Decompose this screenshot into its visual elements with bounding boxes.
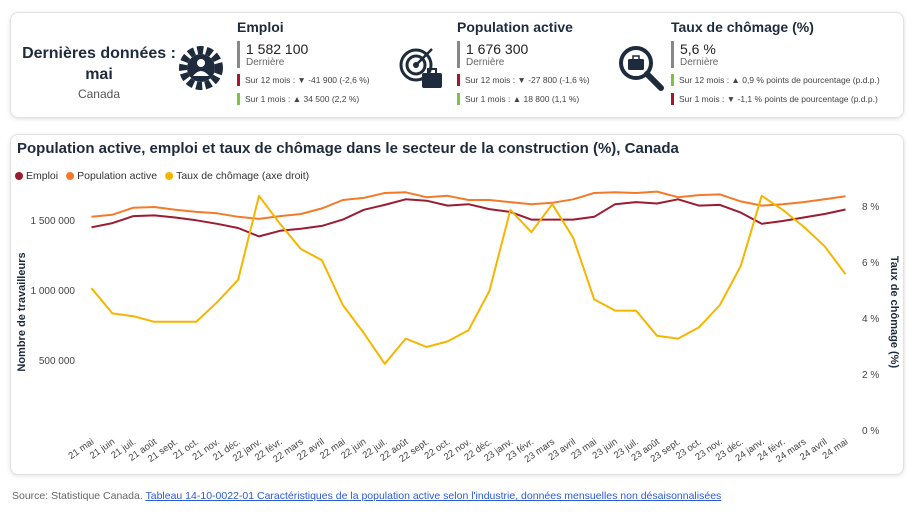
footer: Source: Statistique Canada. Tableau 14-1… [12,490,721,502]
summary-card: Dernières données : mai Canada Emploi 1 5… [10,12,904,118]
kpi-value: 1 582 100 [246,41,309,57]
y2-axis-title: Taux de chômage (%) [888,256,900,369]
kpi: Population active 1 676 300 Dernière Sur 12… [457,19,590,112]
kpi-value-block: 5,6 % Dernière [671,41,880,68]
kpi-note: Dernière [246,57,285,68]
series-line [90,194,847,365]
chart-card: Population active, emploi et taux de chô… [10,134,904,475]
y2-tick-label: 0 % [862,426,879,437]
kpi: Taux de chômage (%) 5,6 % Dernière Sur 12 m… [671,19,880,112]
series-line [91,198,846,238]
y2-tick-label: 2 % [862,370,879,381]
y2-tick-label: 4 % [862,314,879,325]
kpi-change: Sur 1 mois : ▲ 18 800 (1,1 %) [457,93,590,105]
kpi-change: Sur 1 mois : ▲ 34 500 (2,2 %) [237,93,370,105]
chart-title: Population active, emploi et taux de chô… [17,140,679,157]
kpi: Emploi 1 582 100 Dernière Sur 12 mois : ▼ -… [237,19,370,112]
summary-head: Dernières données : mai Canada [19,43,179,101]
legend-label: Population active [77,170,157,182]
region: Canada [77,87,121,101]
kpi-value: 5,6 % [680,41,716,57]
unemployment-icon [619,46,664,91]
employment-icon [179,46,223,90]
kpi-value: 1 676 300 [466,41,529,57]
series-line [91,190,846,220]
legend-marker [66,172,75,180]
headline: Dernières données : [22,45,176,62]
y-axis-title: Nombre de travailleurs [16,252,28,371]
y-tick-label: 500 000 [39,356,76,367]
kpi-value-block: 1 582 100 Dernière [237,41,370,68]
chart: Population active, emploi et taux de chô… [15,140,900,465]
legend-label: Emploi [26,170,58,182]
kpi-change: Sur 12 mois : ▼ -27 800 (-1,6 %) [457,74,590,86]
kpi-change: Sur 12 mois : ▲ 0,9 % points de pourcent… [671,74,880,86]
kpi-value-block: 1 676 300 Dernière [457,41,590,68]
kpi-change: Sur 1 mois : ▼ -1,1 % points de pourcent… [671,93,880,105]
y-tick-label: 1 000 000 [31,286,76,297]
period: mai [85,66,113,83]
y2-tick-label: 6 % [862,258,879,269]
kpi-note: Dernière [466,57,505,68]
kpi-change: Sur 12 mois : ▼ -41 900 (-2,6 %) [237,74,370,86]
legend-marker [15,172,23,180]
source: Source: Statistique Canada. [12,490,143,502]
labour-force-icon [399,48,442,88]
kpi-note: Dernière [680,57,719,68]
kpi-title: Emploi [237,19,284,35]
legend-marker [165,172,174,180]
y-tick-label: 1 500 000 [31,216,76,227]
kpi-title: Taux de chômage (%) [671,19,814,35]
source-link[interactable]: Tableau 14-10-0022-01 Caractéristiques d… [145,490,722,502]
y2-tick-label: 8 % [862,202,879,213]
legend-label: Taux de chômage (axe droit) [176,170,309,182]
kpi-title: Population active [457,19,573,35]
